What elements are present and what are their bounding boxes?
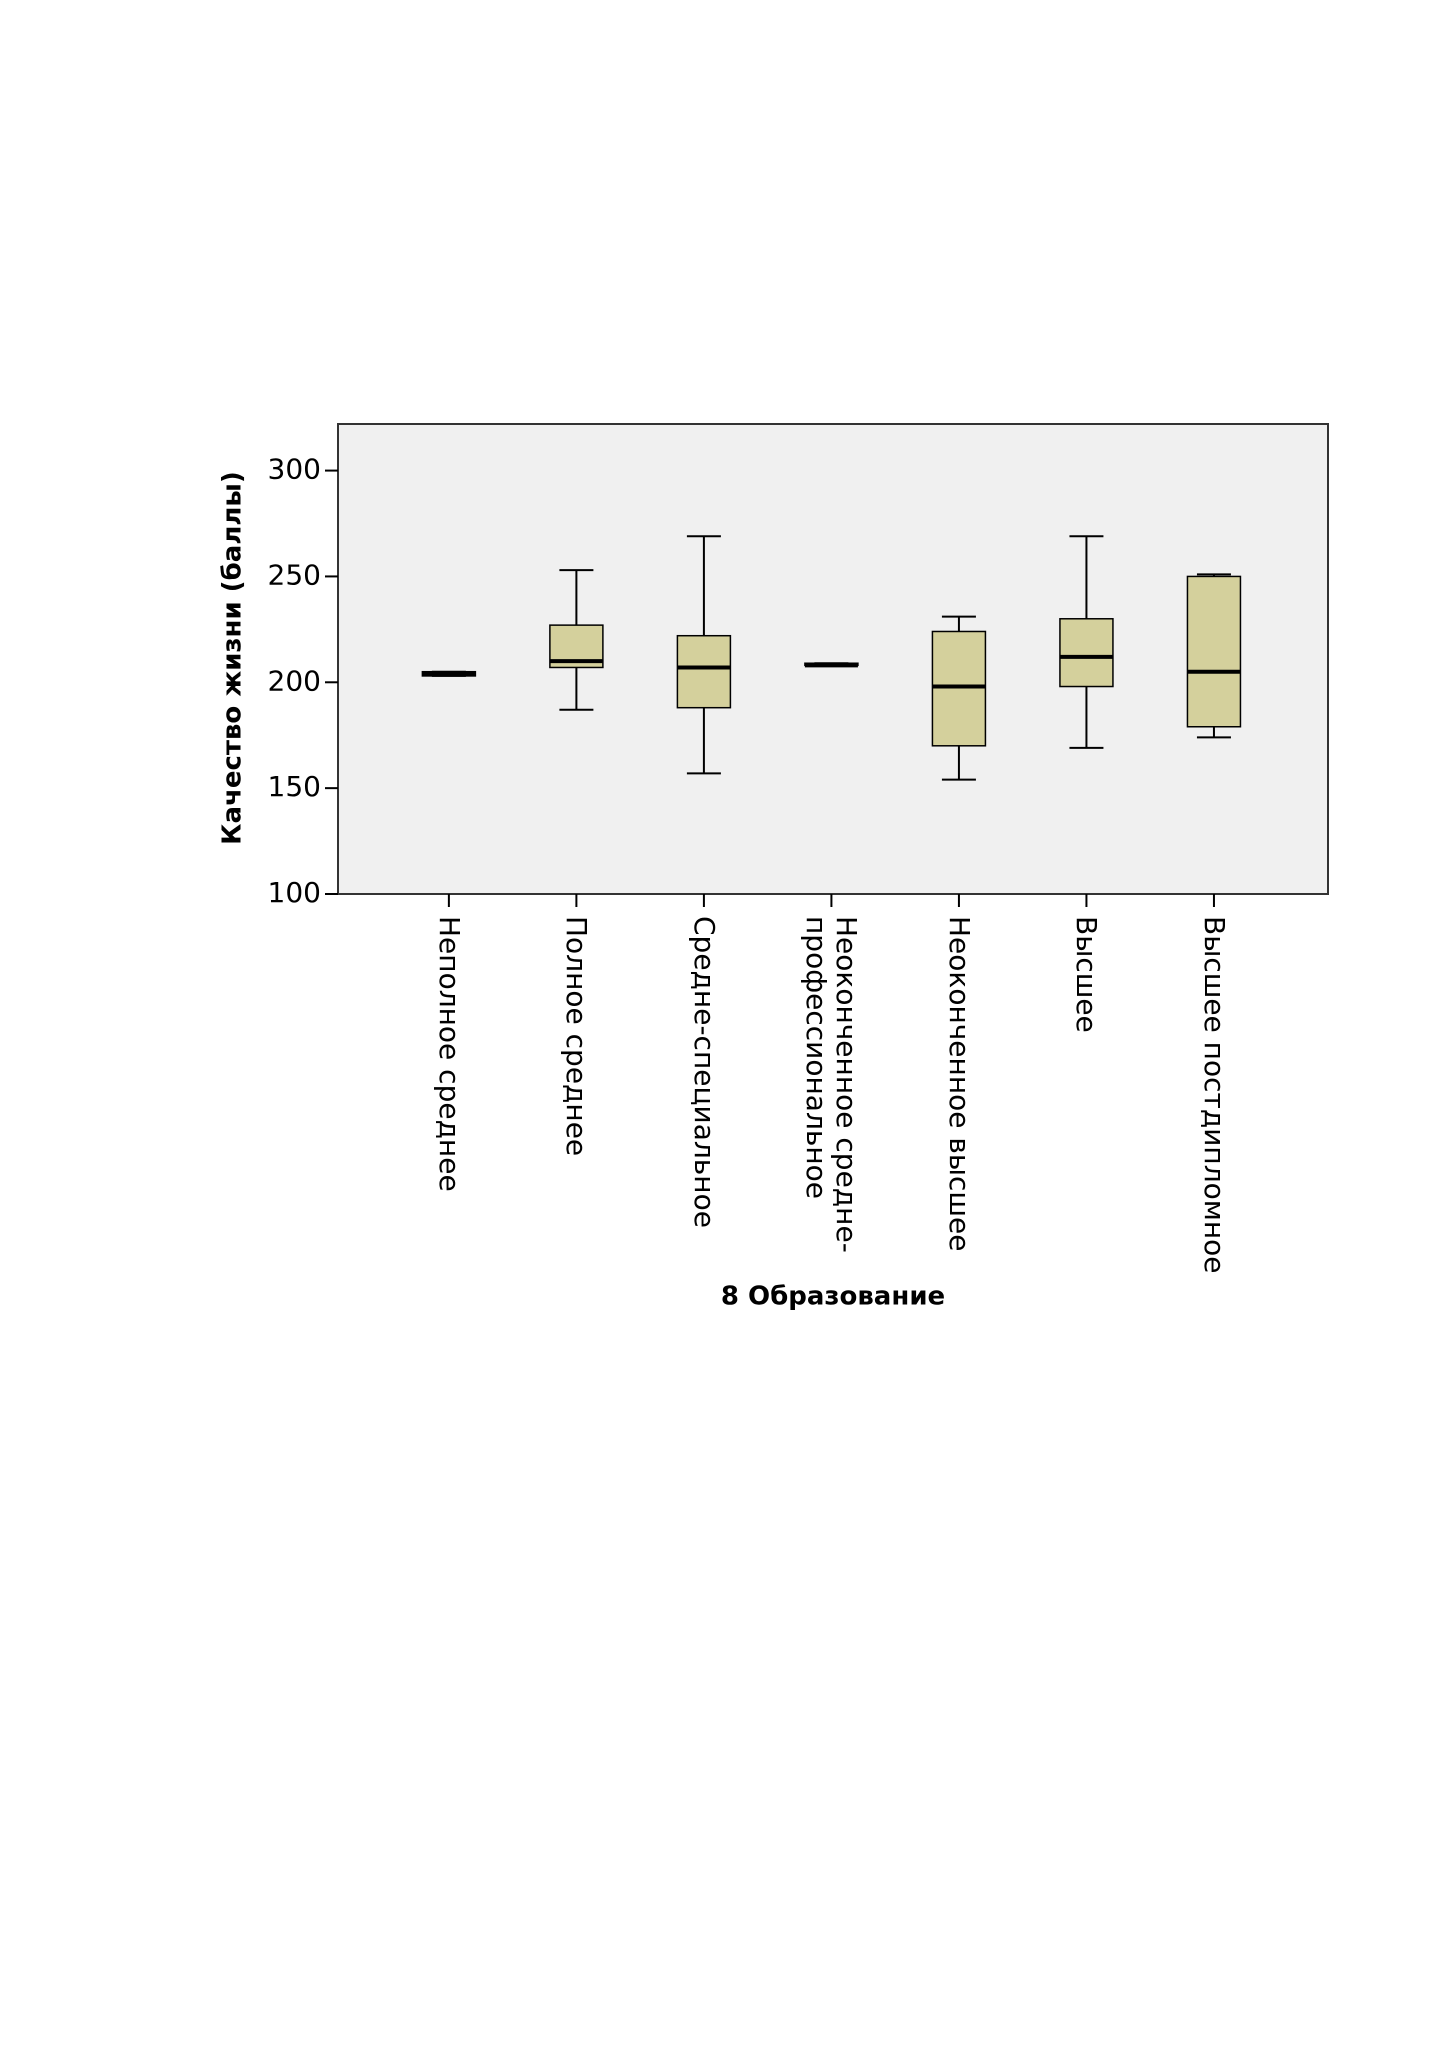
x-tick-label: Неоконченное высшее bbox=[942, 916, 976, 1252]
y-axis-title: Качество жизни (баллы) bbox=[218, 471, 248, 845]
y-tick-label: 150 bbox=[268, 770, 321, 803]
y-tick-label: 200 bbox=[268, 664, 321, 697]
box bbox=[1059, 618, 1114, 688]
y-tick-label: 300 bbox=[268, 453, 321, 486]
x-tick-label: Полное среднее bbox=[560, 916, 594, 1157]
x-tick-label: Неоконченное средне-профессиональное bbox=[800, 916, 864, 1253]
box bbox=[676, 634, 732, 709]
x-tick-label: Средне-специальное bbox=[687, 916, 721, 1228]
y-tick-label: 100 bbox=[268, 876, 321, 909]
x-tick-label: Высшее bbox=[1070, 916, 1104, 1033]
box bbox=[1186, 575, 1242, 728]
x-tick-label: Высшее постдипломное bbox=[1197, 916, 1231, 1274]
plot-area bbox=[337, 423, 1329, 895]
box bbox=[931, 630, 987, 747]
x-tick-label: Неполное среднее bbox=[432, 916, 466, 1192]
x-axis-title: 8 Образование bbox=[721, 1282, 945, 1312]
y-tick-label: 250 bbox=[268, 558, 321, 591]
